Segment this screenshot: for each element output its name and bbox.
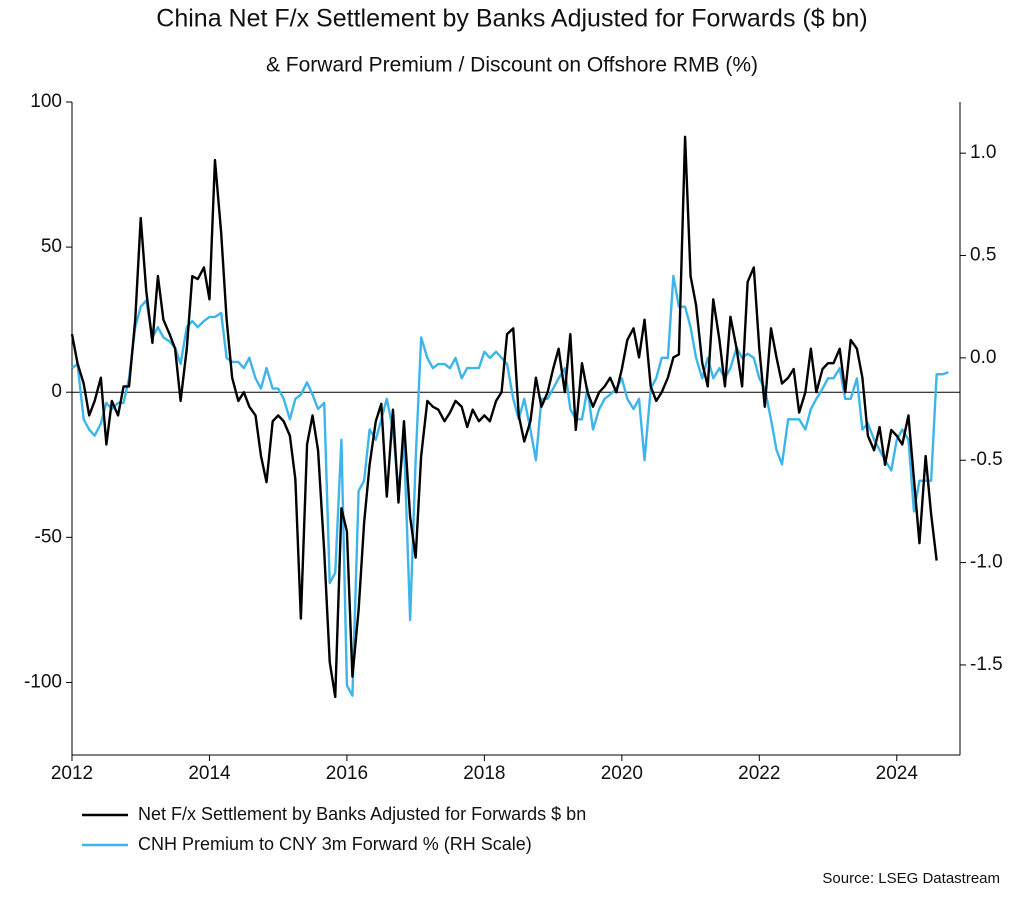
y2-tick-label: 0.0: [970, 347, 996, 368]
y-tick-label: 100: [30, 91, 62, 112]
x-tick-label: 2016: [326, 763, 368, 784]
y2-tick-label: -0.5: [970, 449, 1003, 470]
data-line: [71, 274, 949, 697]
chart-subtitle: & Forward Premium / Discount on Offshore…: [266, 54, 758, 77]
x-tick-label: 2012: [51, 763, 93, 784]
y-tick-label: -50: [35, 526, 62, 547]
chart-title: China Net F/x Settlement by Banks Adjust…: [156, 5, 867, 33]
data-line: [70, 135, 938, 699]
x-tick-label: 2024: [876, 763, 919, 784]
y-tick-label: -100: [24, 671, 62, 692]
y2-tick-label: -1.5: [970, 654, 1003, 675]
x-tick-label: 2018: [463, 763, 505, 784]
y-tick-label: 0: [51, 381, 62, 402]
y-tick-label: 50: [41, 236, 62, 257]
x-tick-label: 2014: [188, 763, 231, 784]
y2-tick-label: -1.0: [970, 552, 1003, 573]
y2-tick-label: 1.0: [970, 142, 996, 163]
source-note: Source: LSEG Datastream: [822, 870, 1000, 887]
legend-label: Net F/x Settlement by Banks Adjusted for…: [138, 804, 586, 824]
x-tick-label: 2020: [601, 763, 643, 784]
legend-label: CNH Premium to CNY 3m Forward % (RH Scal…: [138, 834, 532, 854]
y2-tick-label: 0.5: [970, 245, 996, 266]
x-tick-label: 2022: [738, 763, 780, 784]
